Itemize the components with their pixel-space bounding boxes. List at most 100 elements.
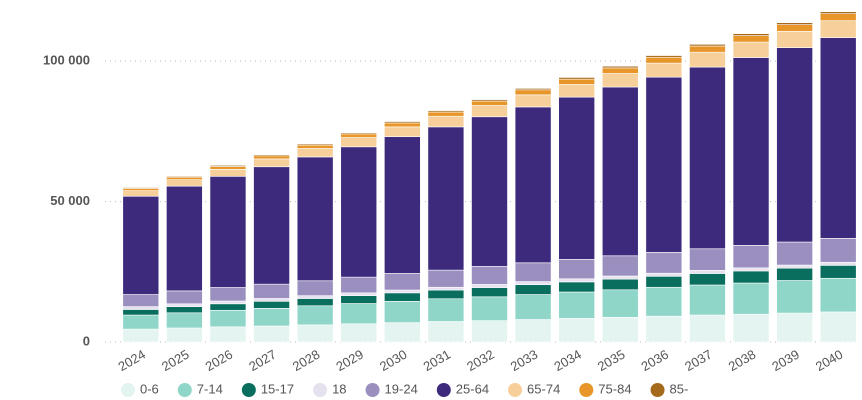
- bar-segment: [296, 144, 334, 149]
- x-tick-label: 2028: [290, 347, 323, 374]
- bar-segment: [776, 22, 813, 25]
- bar-segment: [253, 325, 290, 343]
- bar-segment: [166, 327, 203, 343]
- bar-segment: [427, 321, 465, 343]
- bar-segment: [514, 262, 552, 282]
- bar-segment: [601, 316, 639, 343]
- legend-label: 85-: [670, 381, 689, 396]
- bar-segment: [209, 165, 247, 167]
- bar-segment: [471, 116, 508, 267]
- bar-segment: [732, 313, 770, 343]
- bar-segment: [166, 176, 203, 178]
- bar-segment: [689, 51, 726, 68]
- legend-marker: [121, 383, 135, 397]
- bar-segment: [601, 86, 639, 257]
- bar-segment: [689, 66, 726, 250]
- bar-segment: [776, 267, 813, 281]
- legend-label: 15-17: [261, 381, 294, 396]
- bar-segment: [471, 105, 508, 118]
- bar-segment: [819, 37, 857, 239]
- bar-segment: [732, 267, 770, 272]
- bar-segment: [558, 84, 595, 98]
- bar-segment: [122, 294, 160, 307]
- bar-segment: [645, 275, 683, 288]
- bar-segment: [340, 295, 378, 304]
- bar-segment: [645, 286, 683, 317]
- bar-segment: [384, 322, 421, 343]
- bar-segment: [384, 136, 421, 274]
- bar-segment: [209, 168, 247, 177]
- bar-segment: [384, 300, 421, 323]
- bar-segment: [601, 275, 639, 280]
- bar-segment: [819, 20, 857, 38]
- bar-segment: [253, 166, 290, 285]
- bar-segment: [732, 282, 770, 315]
- bar-segment: [166, 290, 203, 305]
- bar-segment: [645, 62, 683, 78]
- bar-segment: [776, 280, 813, 314]
- bar-segment: [384, 126, 421, 138]
- x-tick-label: 2030: [377, 347, 410, 374]
- bar-segment: [253, 283, 290, 299]
- bar-segment: [340, 133, 378, 138]
- bar-segment: [122, 190, 160, 197]
- bar-segment: [253, 155, 290, 160]
- bar-segment: [732, 270, 770, 284]
- x-tick-label: 2032: [464, 347, 497, 374]
- bar-segment: [819, 261, 857, 266]
- bar-segment: [514, 284, 552, 295]
- bar-segment: [471, 320, 508, 343]
- bar-segment: [253, 298, 290, 302]
- bar-segment: [209, 176, 247, 288]
- bar-segment: [776, 241, 813, 266]
- y-tick-label: 0: [83, 333, 90, 348]
- bar-segment: [427, 110, 465, 113]
- bar-segment: [558, 259, 595, 280]
- bar-segment: [601, 65, 639, 69]
- bar-segment: [340, 137, 378, 148]
- bar-segment: [732, 41, 770, 58]
- x-tick-label: 2026: [203, 347, 236, 374]
- x-tick-label: 2027: [246, 347, 279, 374]
- bar-segment: [427, 126, 465, 271]
- bar-segment: [514, 294, 552, 320]
- x-tick-label: 2037: [682, 347, 715, 374]
- bar-segment: [296, 156, 334, 282]
- bar-segment: [558, 281, 595, 293]
- bar-segment: [166, 185, 203, 292]
- bar-segment: [601, 278, 639, 291]
- x-tick-label: 2034: [551, 347, 584, 374]
- legend-marker: [241, 383, 256, 397]
- bar-segment: [732, 57, 770, 246]
- bar-segment: [340, 292, 378, 296]
- bar-segment: [427, 286, 465, 291]
- bar-segment: [166, 303, 203, 307]
- bar-segment: [340, 323, 378, 343]
- bar-segment: [601, 73, 639, 88]
- bar-segment: [645, 76, 683, 253]
- bar-segment: [253, 300, 290, 309]
- bar-segment: [514, 94, 552, 108]
- bar-segment: [514, 281, 552, 286]
- bar-segment: [689, 45, 726, 53]
- bar-segment: [601, 255, 639, 277]
- x-tick-label: 2029: [333, 347, 366, 374]
- y-tick-label: 100 000: [43, 53, 90, 68]
- bar-segment: [514, 319, 552, 343]
- x-tick-label: 2036: [639, 347, 672, 374]
- bar-segment: [296, 298, 334, 307]
- bar-segment: [209, 326, 247, 343]
- legend-marker: [313, 383, 328, 397]
- bar-segment: [427, 115, 465, 128]
- legend-label: 18: [332, 381, 346, 396]
- bar-segment: [558, 77, 595, 80]
- bar-segment: [209, 287, 247, 302]
- bar-segment: [122, 309, 160, 316]
- legend-marker: [436, 383, 451, 397]
- bar-segment: [689, 44, 726, 47]
- bar-segment: [471, 100, 508, 106]
- bar-segment: [209, 300, 247, 305]
- bar-segment: [732, 245, 770, 269]
- legend-label: 25-64: [456, 381, 489, 396]
